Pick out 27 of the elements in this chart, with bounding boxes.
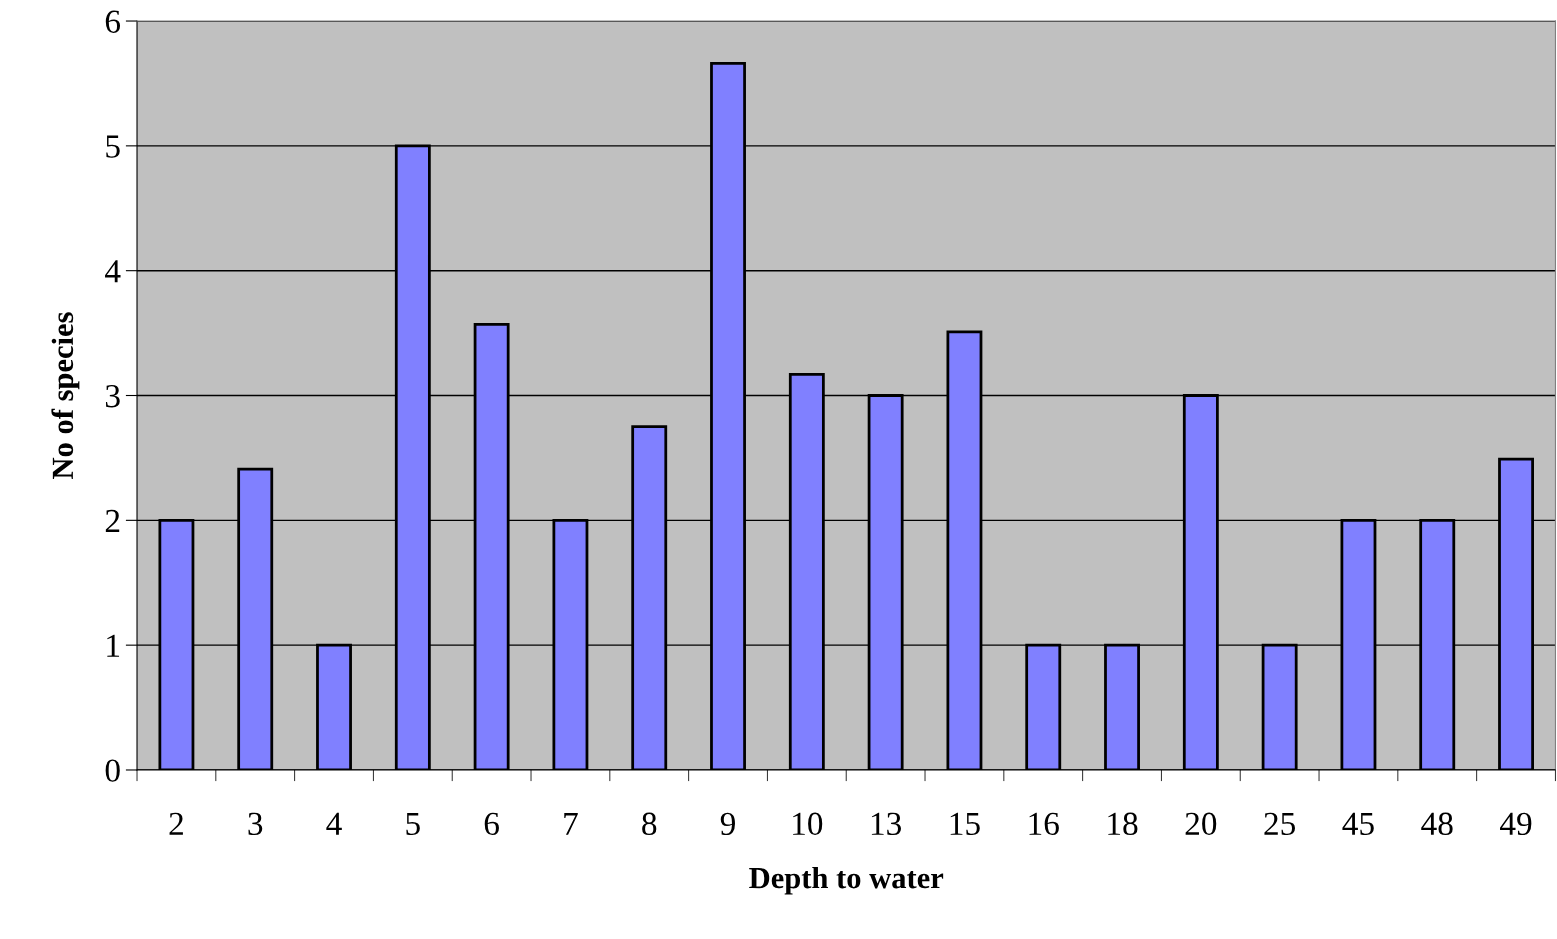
x-tick-label: 9 <box>720 812 735 836</box>
y-tick-label: 1 <box>107 634 120 657</box>
y-tick-label: 5 <box>106 135 120 158</box>
x-tick-label: 13 <box>871 812 901 836</box>
y-tick-label: 4 <box>105 260 121 283</box>
x-tick-label: 45 <box>1342 812 1374 836</box>
y-tick-label: 0 <box>105 759 120 782</box>
x-tick-label: 3 <box>248 812 263 836</box>
x-tick-label: 5 <box>406 812 420 836</box>
x-tick-label: 48 <box>1421 812 1453 836</box>
y-tick-label: 3 <box>105 385 120 408</box>
x-tick-label: 10 <box>793 812 823 836</box>
x-tick-label: 20 <box>1185 812 1217 836</box>
x-tick-label: 7 <box>564 812 578 835</box>
x-tick-label: 2 <box>169 812 183 835</box>
x-tick-label: 25 <box>1264 812 1295 836</box>
x-tick-label: 16 <box>1029 812 1059 836</box>
x-axis-title: Depth to water <box>749 866 944 895</box>
y-tick-label: 6 <box>105 10 121 33</box>
x-tick-label: 6 <box>484 812 499 836</box>
x-tick-label: 8 <box>642 812 657 836</box>
y-tick-label: 2 <box>105 509 120 532</box>
x-tick-label: 49 <box>1500 812 1532 836</box>
x-tick-label: 18 <box>1108 812 1138 836</box>
y-axis-title: No of species <box>51 312 80 479</box>
x-tick-label: 15 <box>950 812 980 836</box>
x-tick-label: 4 <box>326 812 342 835</box>
